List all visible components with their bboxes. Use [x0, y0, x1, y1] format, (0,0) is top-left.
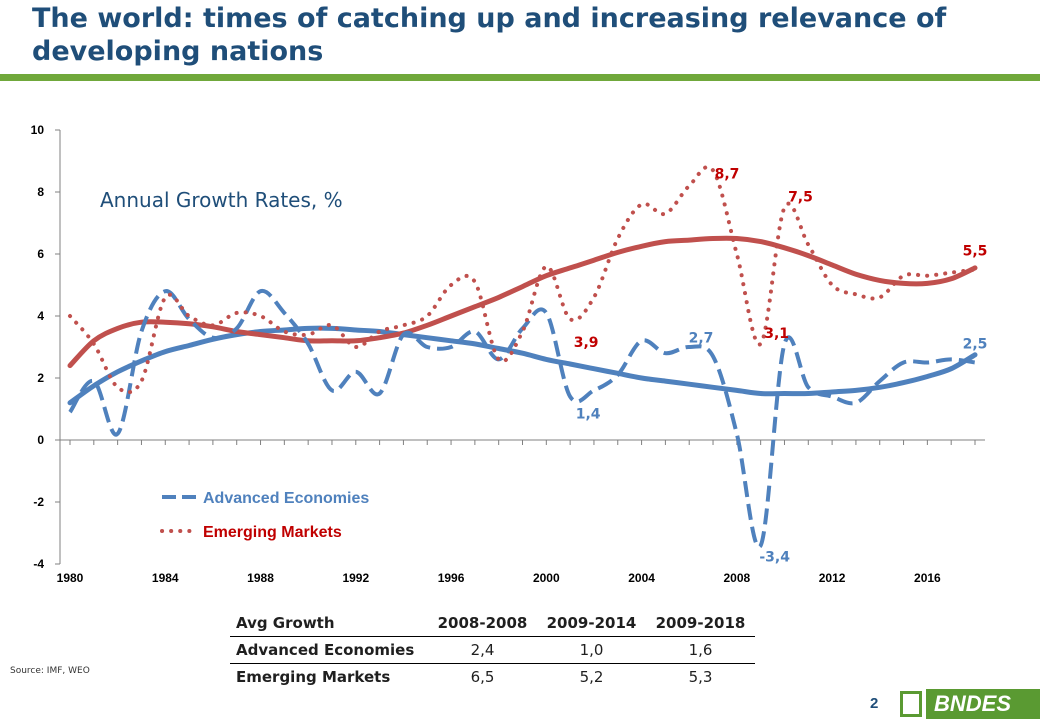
x-tick-label: 2000: [533, 571, 560, 585]
y-tick-label: 10: [31, 123, 45, 137]
x-tick-label: 1996: [438, 571, 465, 585]
y-tick-label: 2: [37, 371, 44, 385]
x-tick-label: 2012: [819, 571, 846, 585]
x-tick-label: 2004: [628, 571, 655, 585]
y-tick-label: 6: [37, 247, 44, 261]
y-tick-label: 8: [37, 185, 44, 199]
advanced-data-label: -3,4: [759, 549, 790, 565]
emerging-data-label: 8,7: [715, 166, 740, 182]
y-tick-label: -4: [33, 557, 44, 571]
row-label: Emerging Markets: [236, 668, 391, 686]
page-number: 2: [870, 695, 879, 712]
table-cell: 1,6: [646, 636, 755, 664]
chart-legend: Advanced Economies Emerging Markets: [160, 490, 369, 541]
advanced-economies-line: [68, 289, 976, 549]
y-tick-label: -2: [33, 495, 44, 509]
table-cell: 1,0: [537, 636, 646, 664]
logo-text: BNDES: [926, 689, 1040, 719]
table-cell: 5,2: [579, 668, 604, 686]
chart-title: Annual Growth Rates, %: [100, 188, 343, 212]
table-header-row: Avg Growth 2008-2008 2009-2014 2009-2018: [230, 610, 755, 637]
table-header-cell: 2009-2014: [537, 610, 646, 637]
data-labels: 1,4 2,7 -3,4 2,5 3,9 8,7 3,1 7,5 5,5: [574, 166, 988, 565]
logo-mark-icon: [900, 691, 922, 717]
y-tick-label: 0: [37, 433, 44, 447]
advanced-data-label: 2,7: [689, 330, 714, 346]
table-cell: 6,5: [470, 668, 495, 686]
table-row: Emerging Markets 6,5 5,2 5,3: [230, 664, 755, 691]
average-growth-table: Avg Growth 2008-2008 2009-2014 2009-2018…: [230, 610, 755, 690]
legend-advanced-label: Advanced Economies: [203, 490, 369, 507]
chart-axes: -4 -2 0 2 4 6 8 10 1980 1984 1988 1992 1996 2000 2004 2…: [31, 123, 985, 585]
bndes-logo: BNDES: [900, 688, 1040, 720]
emerging-data-label: 7,5: [788, 190, 813, 206]
x-tick-label: 2016: [914, 571, 941, 585]
table-header-cell: Avg Growth: [230, 610, 428, 637]
legend-emerging-label: Emerging Markets: [203, 524, 342, 541]
emerging-markets-line: [68, 164, 977, 395]
emerging-trend-line: [67, 235, 978, 369]
emerging-data-label: 5,5: [963, 244, 988, 260]
page-title: The world: times of catching up and incr…: [32, 3, 947, 67]
table-cell: 2,4: [428, 636, 537, 664]
x-tick-label: 1988: [247, 571, 274, 585]
table-header-cell: 2008-2008: [428, 610, 537, 637]
advanced-data-label: 1,4: [576, 407, 601, 423]
table-cell: 5,3: [688, 668, 713, 686]
series-lines: [68, 164, 977, 549]
title-accent-bar: [0, 74, 1040, 81]
advanced-trend-line: [67, 325, 978, 406]
row-label: Advanced Economies: [230, 636, 428, 664]
x-tick-label: 2008: [723, 571, 750, 585]
table-header-cell: 2009-2018: [646, 610, 755, 637]
advanced-data-label: 2,5: [963, 337, 988, 353]
trend-lines: [67, 235, 978, 406]
x-tick-label: 1992: [342, 571, 369, 585]
x-tick-label: 1980: [57, 571, 84, 585]
table-row: Advanced Economies 2,4 1,0 1,6: [230, 636, 755, 664]
y-tick-label: 4: [37, 309, 44, 323]
emerging-data-label: 3,9: [574, 335, 599, 351]
emerging-data-label: 3,1: [764, 326, 789, 342]
growth-chart: -4 -2 0 2 4 6 8 10 1980 1984 1988 1992 1996 2000 2004 2…: [31, 123, 988, 585]
x-tick-label: 1984: [152, 571, 179, 585]
source-note: Source: IMF, WEO: [10, 666, 90, 676]
